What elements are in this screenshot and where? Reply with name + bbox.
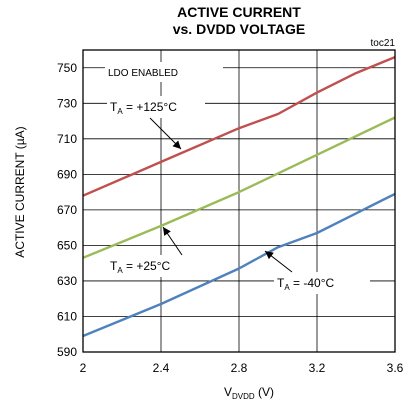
x-axis-label-sub: DVDD (232, 392, 255, 401)
annotation-prefix: T (110, 259, 118, 273)
y-tick-label: 610 (57, 309, 77, 323)
x-axis-label-main: V (224, 385, 232, 399)
note-background (105, 62, 223, 82)
chart-title-line1: ACTIVE CURRENT (177, 4, 301, 20)
x-tick-label: 2.4 (153, 361, 170, 375)
x-tick-label: 2.8 (231, 361, 248, 375)
annotation-text: = +125°C (123, 100, 178, 114)
figure-id: toc21 (371, 38, 396, 49)
annotation-sub: A (117, 266, 123, 275)
ldo-note: LDO ENABLED (108, 68, 178, 79)
annotation-arrowhead (172, 140, 181, 149)
series-line-2 (82, 192, 396, 338)
annotation-label: TA = +125°C (110, 100, 177, 116)
annotation-prefix: T (277, 276, 285, 290)
annotation-label: TA = +25°C (110, 259, 171, 275)
series-layer (82, 55, 396, 338)
x-axis-label: VDVDD (V) (224, 385, 274, 401)
x-tick-label: 2 (80, 361, 87, 375)
y-tick-label: 730 (57, 96, 77, 110)
series-line-0 (82, 55, 396, 197)
annotation-bg (107, 96, 205, 118)
y-tick-label: 630 (57, 274, 77, 288)
y-tick-label: 710 (57, 132, 77, 146)
annotation-1: TA = +25°C (107, 226, 199, 277)
annotation-prefix: T (110, 100, 118, 114)
y-tick-label: 750 (57, 61, 77, 75)
annotation-sub: A (284, 283, 290, 292)
series-line-1 (82, 116, 396, 259)
grid (82, 50, 396, 353)
annotation-arrowhead (265, 251, 274, 260)
annotation-bg (107, 255, 199, 277)
annotations: TA = +125°CTA = +25°CTA = -40°C (107, 96, 370, 294)
y-tick-label: 670 (57, 203, 77, 217)
annotation-label: TA = -40°C (277, 276, 335, 292)
annotation-0: TA = +125°C (107, 96, 205, 150)
annotation-text: = -40°C (290, 276, 335, 290)
chart-title-line2: vs. DVDD VOLTAGE (173, 21, 306, 37)
y-tick-labels: 590 610 630 650 670 690 710 730 750 (57, 61, 77, 359)
annotation-sub: A (117, 107, 123, 116)
y-axis-label: ACTIVE CURRENT (µA) (13, 126, 27, 257)
plot-frame (82, 49, 396, 353)
x-tick-labels: 2 2.4 2.8 3.2 3.6 (80, 361, 404, 375)
y-tick-label: 650 (57, 238, 77, 252)
x-axis-label-unit: (V) (255, 385, 274, 399)
annotation-text: = +25°C (123, 259, 171, 273)
y-tick-label: 690 (57, 167, 77, 181)
annotation-2: TA = -40°C (264, 250, 370, 294)
x-tick-label: 3.6 (387, 361, 404, 375)
y-tick-label: 590 (57, 345, 77, 359)
x-tick-label: 3.2 (309, 361, 326, 375)
annotation-bg (274, 272, 370, 294)
annotation-arrowhead (163, 227, 171, 236)
